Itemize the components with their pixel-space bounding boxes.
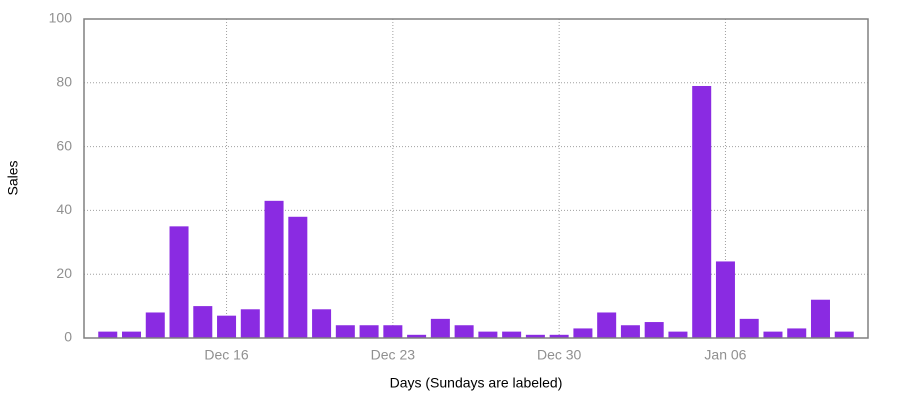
bar <box>597 312 617 338</box>
bar <box>454 325 474 338</box>
bar <box>169 226 189 338</box>
bar <box>122 331 142 338</box>
y-tick-label: 40 <box>56 201 72 217</box>
plot-frame <box>83 18 869 339</box>
x-tick-label: Dec 30 <box>537 347 582 363</box>
bar <box>739 318 759 338</box>
bar <box>763 331 783 338</box>
bar <box>834 331 854 338</box>
bar <box>264 200 284 338</box>
bar <box>383 325 403 338</box>
bar <box>810 299 830 338</box>
bar <box>407 334 427 338</box>
bar <box>98 331 118 338</box>
bar <box>644 322 664 338</box>
y-tick-label: 0 <box>64 329 72 345</box>
y-tick-label: 80 <box>56 74 72 90</box>
bar <box>430 318 450 338</box>
bar <box>715 261 735 338</box>
bar <box>525 334 545 338</box>
bar <box>478 331 498 338</box>
bar <box>787 328 807 338</box>
x-tick-label: Dec 23 <box>371 347 416 363</box>
x-tick-label: Jan 06 <box>704 347 746 363</box>
y-tick-label: 60 <box>56 137 72 153</box>
bar <box>668 331 688 338</box>
bar <box>288 216 308 338</box>
bar <box>312 309 332 338</box>
bar <box>217 315 237 338</box>
bar <box>240 309 260 338</box>
y-tick-label: 20 <box>56 265 72 281</box>
bar <box>692 85 712 339</box>
y-tick-label: 100 <box>49 10 73 26</box>
bar <box>502 331 522 338</box>
bar <box>335 325 355 338</box>
bar <box>359 325 379 338</box>
bar <box>549 334 569 338</box>
x-axis-label: Days (Sundays are labeled) <box>390 375 563 391</box>
x-tick-label: Dec 16 <box>204 347 249 363</box>
y-axis-label: Sales <box>5 160 21 195</box>
bar <box>145 312 165 338</box>
bar <box>620 325 640 338</box>
bar <box>193 306 213 338</box>
bar <box>573 328 593 338</box>
